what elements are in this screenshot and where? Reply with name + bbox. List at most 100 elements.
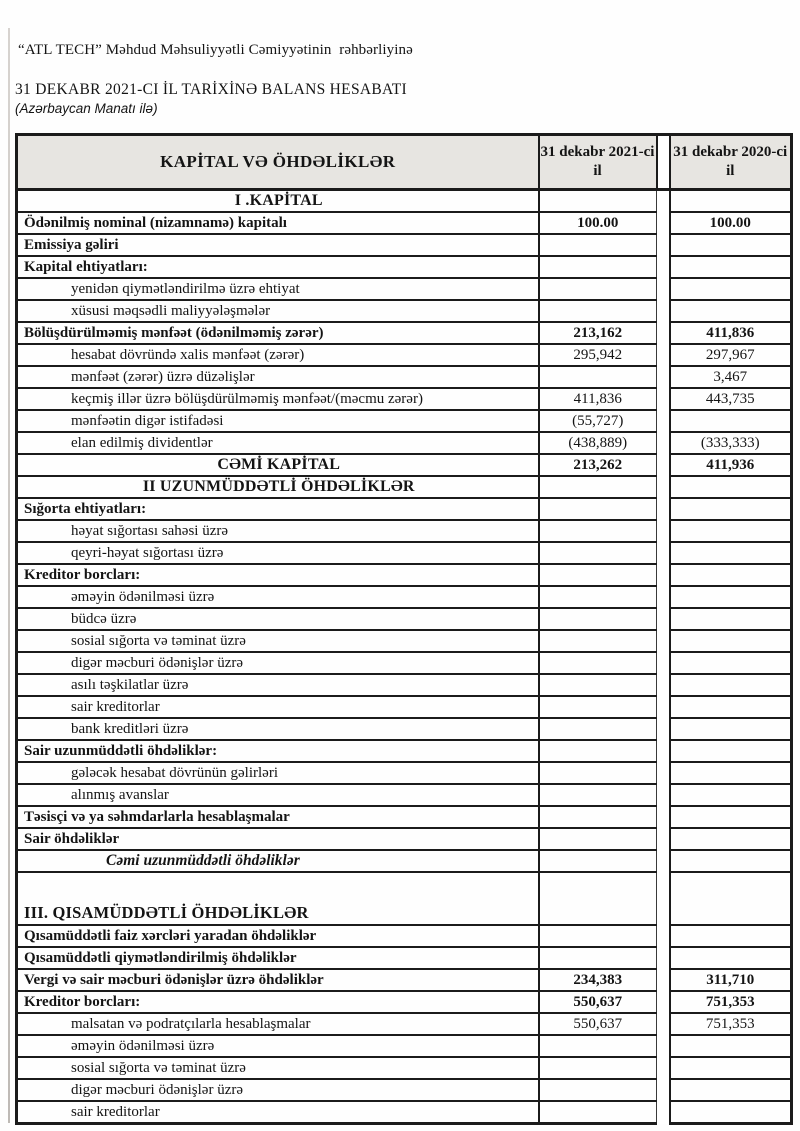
row-value-2020: 411,836 [669, 322, 793, 345]
row-value-2020 [669, 498, 793, 521]
table-row: alınmış avanslar [15, 784, 793, 807]
column-spacer-cell [656, 872, 671, 925]
table-row: Kapital ehtiyatları: [15, 256, 793, 279]
row-label: bank kreditləri üzrə [15, 718, 540, 741]
row-value-2020 [669, 189, 793, 213]
row-value-2021 [538, 718, 657, 741]
row-value-2020 [669, 806, 793, 829]
row-value-2020: (333,333) [669, 432, 793, 455]
column-header-31-dekabr-2020: 31 dekabr 2020-ci il [668, 133, 793, 191]
table-row: həyat sığortası sahəsi üzrə [15, 520, 793, 543]
table-row: III. QISAMÜDDƏTLİ ÖHDƏLİKLƏR [15, 872, 793, 926]
row-value-2020 [669, 947, 793, 970]
table-row: Ödənilmiş nominal (nizamnamə) kapitalı 10… [15, 212, 793, 235]
row-value-2021 [538, 925, 657, 948]
row-value-2021 [538, 1079, 657, 1102]
row-value-2020 [669, 1101, 793, 1125]
row-value-2021 [538, 850, 657, 873]
row-label: alınmış avanslar [15, 784, 540, 807]
row-value-2020 [669, 1057, 793, 1080]
table-row: Qısamüddətli faiz xərcləri yaradan öhdəl… [15, 925, 793, 948]
row-label: digər məcburi ödənişlər üzrə [15, 652, 540, 675]
column-spacer-cell [656, 366, 671, 388]
table-row: hesabat dövründə xalis mənfəət (zərər) 29… [15, 344, 793, 367]
column-spacer-cell [656, 586, 671, 608]
row-value-2020 [669, 410, 793, 433]
table-row: Sığorta ehtiyatları: [15, 498, 793, 521]
table-row: mənfəətin digər istifadəsi (55,727) [15, 410, 793, 433]
row-value-2021 [538, 256, 657, 279]
column-spacer-cell [656, 322, 671, 344]
addressee-line: “ATL TECH” Məhdud Məhsuliyyətli Cəmiyyət… [18, 42, 413, 58]
row-value-2021 [538, 498, 657, 521]
row-value-2021 [538, 564, 657, 587]
row-value-2021 [538, 828, 657, 851]
row-value-2021 [538, 542, 657, 565]
column-spacer-cell [656, 388, 671, 410]
row-label: CƏMİ KAPİTAL [15, 454, 540, 477]
column-spacer-cell [656, 718, 671, 740]
row-value-2020: 100.00 [669, 212, 793, 235]
column-spacer [656, 133, 671, 191]
row-label: Qısamüddətli qiymətləndirilmiş öhdəliklə… [15, 947, 540, 970]
row-value-2021: 550,637 [538, 991, 657, 1014]
row-value-2020: 443,735 [669, 388, 793, 411]
row-label: sair kreditorlar [15, 696, 540, 719]
row-value-2020 [669, 762, 793, 785]
table-row: Emissiya gəliri [15, 234, 793, 257]
column-spacer-cell [656, 608, 671, 630]
row-label: mənfəət (zərər) üzrə düzəlişlər [15, 366, 540, 389]
row-label: I .KAPİTAL [15, 189, 540, 213]
row-value-2020: 311,710 [669, 969, 793, 992]
table-row: qeyri-həyat sığortası üzrə [15, 542, 793, 565]
table-row: büdcə üzrə [15, 608, 793, 631]
table-row: Kreditor borcları: [15, 564, 793, 587]
balance-sheet-table: KAPİTAL VƏ ÖHDƏLİKLƏR 31 dekabr 2021-ci … [15, 133, 793, 1125]
column-spacer-cell [656, 542, 671, 564]
column-spacer-cell [656, 1101, 671, 1124]
column-spacer-cell [656, 212, 671, 234]
row-value-2020 [669, 652, 793, 675]
row-value-2021 [538, 608, 657, 631]
row-value-2021 [538, 300, 657, 323]
row-value-2021 [538, 784, 657, 807]
row-value-2020: 751,353 [669, 991, 793, 1014]
table-row: sair kreditorlar [15, 1101, 793, 1125]
table-row: Qısamüddətli qiymətləndirilmiş öhdəliklə… [15, 947, 793, 970]
row-label: yenidən qiymətləndirilmə üzrə ehtiyat [15, 278, 540, 301]
column-spacer-cell [656, 1057, 671, 1079]
row-value-2021 [538, 652, 657, 675]
column-spacer-cell [656, 1079, 671, 1101]
row-value-2021: 550,637 [538, 1013, 657, 1036]
row-value-2020 [669, 674, 793, 697]
row-value-2020 [669, 476, 793, 499]
column-spacer-cell [656, 498, 671, 520]
row-label: sosial sığorta və təminat üzrə [15, 1057, 540, 1080]
column-spacer-cell [656, 256, 671, 278]
row-value-2021 [538, 189, 657, 213]
row-label: Emissiya gəliri [15, 234, 540, 257]
row-value-2021: 213,162 [538, 322, 657, 345]
row-label: asılı təşkilatlar üzrə [15, 674, 540, 697]
row-label: xüsusi məqsədli maliyyələşmələr [15, 300, 540, 323]
row-label: Kreditor borcları: [15, 991, 540, 1014]
table-row: keçmiş illər üzrə bölüşdürülməmiş mənfəə… [15, 388, 793, 411]
row-label: Təsisçi və ya səhmdarlarla hesablaşmalar [15, 806, 540, 829]
row-label: Bölüşdürülməmiş mənfəət (ödənilməmiş zər… [15, 322, 540, 345]
row-label: mənfəətin digər istifadəsi [15, 410, 540, 433]
column-spacer-cell [656, 696, 671, 718]
column-header-31-dekabr-2021: 31 dekabr 2021-ci il [537, 133, 658, 191]
row-label: II UZUNMÜDDƏTLİ ÖHDƏLİKLƏR [15, 476, 540, 499]
table-row: sair kreditorlar [15, 696, 793, 719]
row-label: elan edilmiş dividentlər [15, 432, 540, 455]
row-value-2020 [669, 608, 793, 631]
row-value-2020 [669, 872, 793, 926]
column-spacer-cell [656, 784, 671, 806]
row-label: III. QISAMÜDDƏTLİ ÖHDƏLİKLƏR [15, 872, 540, 926]
column-spacer-cell [656, 476, 671, 498]
row-value-2020 [669, 925, 793, 948]
table-row: digər məcburi ödənişlər üzrə [15, 652, 793, 675]
row-label: gələcək hesabat dövrünün gəlirləri [15, 762, 540, 785]
table-row: II UZUNMÜDDƏTLİ ÖHDƏLİKLƏR [15, 476, 793, 499]
column-spacer-cell [656, 432, 671, 454]
